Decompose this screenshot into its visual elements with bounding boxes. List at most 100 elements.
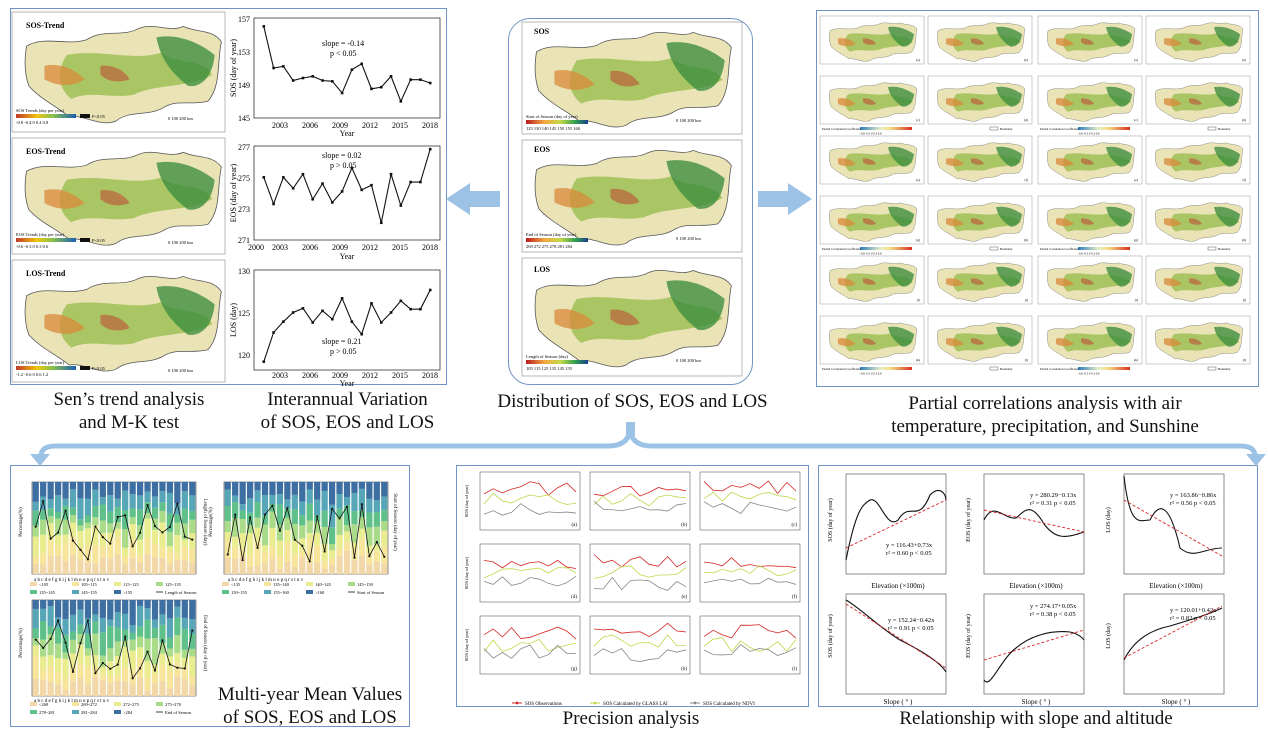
stacked-bar-segment	[366, 545, 373, 553]
stacked-bar-segment	[159, 491, 166, 503]
stacked-bar-segment	[366, 527, 373, 546]
stacked-bar-segment	[47, 600, 54, 607]
stacked-bar-segment	[122, 482, 129, 491]
series-line-0	[263, 26, 431, 103]
stacked-bar-segment	[151, 619, 159, 628]
stacked-bar-segment	[181, 560, 188, 574]
stacked-bar-segment	[47, 626, 54, 635]
series-point	[409, 180, 412, 184]
sa-curve	[845, 490, 947, 561]
season-point	[168, 663, 172, 666]
dist-eos-ticks: 269 272 275 278 281 284	[526, 244, 573, 249]
stacked-bar-segment	[189, 495, 196, 511]
stacked-bar-segment	[261, 551, 269, 563]
los-xtick-2: 2009	[332, 371, 348, 380]
dist-sos-scale: 0 100 200 km	[676, 118, 701, 123]
stacked-bar-segment	[358, 488, 366, 511]
legend-label: 115~125	[123, 582, 140, 587]
stacked-bar-segment	[181, 600, 188, 618]
partial-map-letter: (g)	[916, 238, 921, 242]
precision-series	[593, 576, 687, 591]
stacked-bar-segment	[254, 527, 261, 542]
stacked-bar-segment	[107, 626, 114, 649]
stacked-bar-segment	[299, 538, 306, 551]
stacked-bar-segment	[99, 617, 106, 633]
season-point	[94, 525, 97, 528]
stacked-bar-segment	[189, 684, 196, 696]
precision-series	[703, 480, 797, 495]
legend-swatch	[306, 590, 313, 594]
stacked-bar-segment	[47, 634, 54, 656]
season-point	[161, 531, 164, 534]
legend-label: End of Season	[165, 710, 192, 715]
stacked-bar-segment	[47, 655, 54, 666]
stacked-bar-segment	[239, 518, 246, 534]
stacked-bar-segment	[107, 558, 114, 574]
sa-plot-frame	[845, 593, 947, 695]
season-point	[146, 503, 149, 507]
partial-map-letter: (c)	[916, 118, 921, 122]
stacked-bar-segment	[181, 678, 188, 696]
stacked-bar-segment	[299, 482, 306, 502]
sos-ytick-3: 145	[238, 114, 250, 123]
los-trend-legend: LOS Trends (day per year)	[16, 360, 65, 365]
stacked-bar-segment	[239, 504, 246, 511]
stacked-bar-segment	[129, 482, 136, 495]
eos-p: p > 0.05	[330, 161, 357, 170]
sos-ytick-2: 149	[238, 81, 250, 90]
stacked-bar-segment	[174, 482, 181, 504]
stacked-bar-segment	[129, 524, 136, 540]
dist-sos-ticks: 125 130 140 145 150 155 160	[526, 126, 581, 131]
season-length-line	[227, 504, 385, 563]
series-point	[419, 307, 422, 311]
stacked-bar-segment	[144, 619, 151, 639]
stacked-bar-segment	[92, 600, 99, 615]
stacked-bar-segment	[261, 495, 269, 516]
series-point	[272, 66, 275, 70]
series-point	[311, 197, 315, 201]
stacked-bar-segment	[358, 516, 366, 529]
stacked-bar-segment	[84, 545, 92, 562]
stacked-bar-segment	[99, 666, 106, 674]
stacked-bar-segment	[174, 535, 181, 554]
stacked-bar-segment	[129, 557, 136, 574]
sos-slope: slope = -0.14	[322, 39, 364, 48]
stacked-bar-segment	[314, 482, 321, 500]
dist-sos-legend: Start of Season (day of year)	[526, 114, 578, 119]
stacked-bar-segment	[122, 490, 129, 511]
stacked-bar-segment	[151, 482, 159, 497]
stacked-bar-segment	[99, 655, 106, 667]
legend-label: 275~278	[165, 702, 182, 707]
stacked-bar-segment	[174, 600, 181, 607]
stacked-bar-segment	[114, 507, 121, 523]
stacked-bar-segment	[159, 502, 166, 511]
sa-plot-frame	[845, 473, 947, 575]
p2-y2label: Start of Season (day of year)	[392, 493, 397, 551]
stacked-bar-segment	[92, 505, 99, 518]
season-point	[42, 499, 45, 503]
stacked-bar-segment	[181, 666, 188, 679]
stacked-bar-segment	[381, 520, 388, 531]
stacked-bar-segment	[343, 482, 351, 498]
los-p: p > 0.05	[330, 347, 357, 356]
legend-label: 135~145	[39, 590, 56, 595]
stacked-bar-segment	[373, 512, 380, 527]
precision-series	[483, 575, 577, 587]
stacked-bar-segment	[32, 564, 39, 574]
season-point	[375, 540, 378, 544]
precision-letter: (d)	[571, 595, 577, 600]
precision-letter: (i)	[792, 667, 797, 672]
legend-swatch	[264, 582, 271, 586]
stacked-bar-segment	[77, 525, 84, 531]
stacked-bar-segment	[381, 510, 388, 521]
season-point	[183, 535, 186, 538]
stacked-bar-segment	[107, 619, 114, 627]
stacked-bar-segment	[47, 682, 54, 696]
stacked-bar-segment	[136, 482, 144, 496]
stacked-bar-segment	[84, 528, 92, 546]
precision-ylabel: SOS (day of year)	[464, 484, 469, 517]
stacked-bar-segment	[62, 534, 69, 542]
stacked-bar-segment	[69, 489, 77, 508]
stacked-bar-segment	[239, 510, 246, 519]
legend-swatch	[348, 582, 355, 586]
